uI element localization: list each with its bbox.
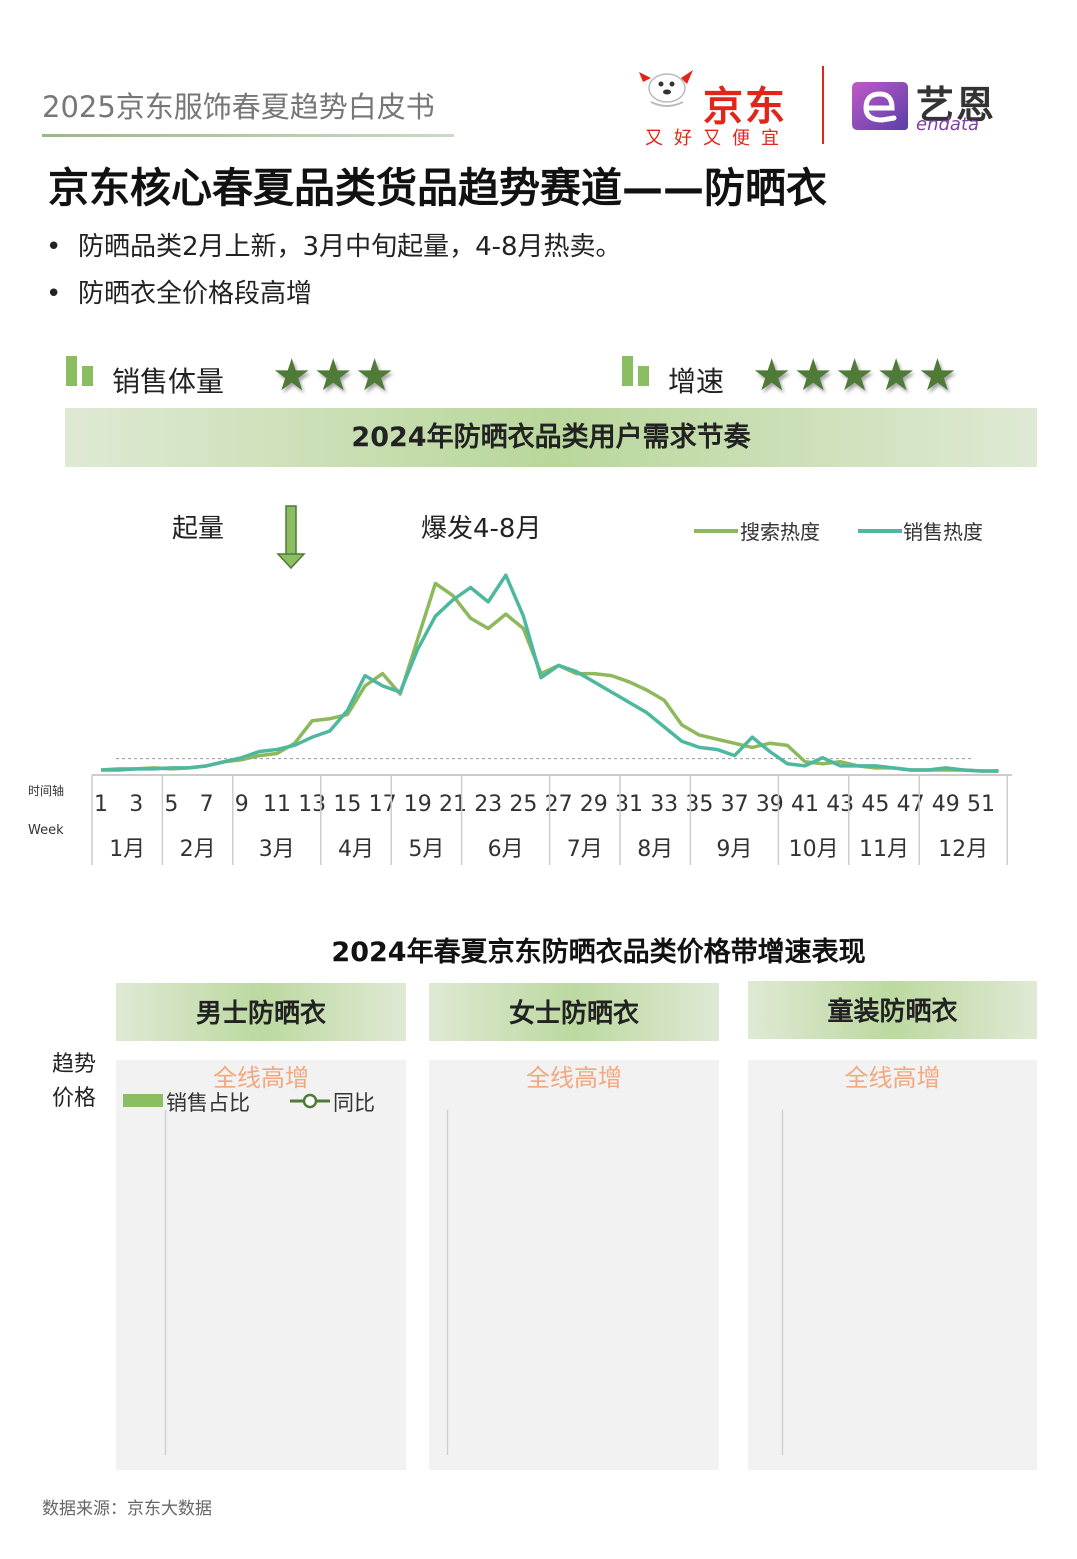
endata-logo: 艺恩 endata — [850, 74, 1000, 138]
panel-background — [429, 1060, 719, 1470]
panel-subtitle: 全线高增 — [845, 1064, 941, 1092]
month-label: 8月 — [637, 837, 673, 862]
month-label: 12月 — [938, 837, 988, 862]
trend-chart-title: 2024年防晒衣品类用户需求节奏 — [65, 408, 1037, 467]
month-label: 2月 — [180, 837, 216, 862]
legend-share-swatch — [123, 1094, 163, 1107]
week-tick-label: 49 — [932, 792, 960, 817]
panel-subtitle: 全线高增 — [213, 1064, 309, 1092]
week-tick-label: 25 — [509, 792, 537, 817]
header-title: 2025京东服饰春夏趋势白皮书 — [42, 90, 435, 124]
endata-mark-icon — [852, 82, 908, 130]
bar-chart-icon — [66, 356, 100, 386]
annotation-start: 起量 — [172, 514, 224, 544]
week-tick-label: 19 — [404, 792, 432, 817]
month-label: 10月 — [789, 837, 839, 862]
trend-chart: 起量 爆发4-8月 搜索热度 销售热度 时间轴 Week 1 3 5 7 9 11 13 15… — [28, 505, 1012, 865]
legend-yoy-marker — [302, 1093, 318, 1109]
header-rule — [42, 134, 454, 137]
sales-heat-line — [101, 573, 999, 773]
bullet-list: • 防晒品类2月上新，3月中旬起量，4-8月热卖。 • 防晒衣全价格段高增 — [46, 228, 622, 322]
logo-divider — [822, 66, 824, 144]
axis-label-price: 价格 — [52, 1086, 96, 1111]
week-tick-label: 13 — [298, 792, 326, 817]
month-label: 9月 — [716, 837, 752, 862]
legend-sales-label: 销售热度 — [903, 520, 983, 544]
week-tick-label: 45 — [861, 792, 889, 817]
week-tick-label: 35 — [685, 792, 713, 817]
search-heat-line — [100, 581, 999, 773]
week-tick-label: 3 — [129, 792, 143, 817]
week-tick-label: 47 — [897, 792, 925, 817]
panel-header — [116, 983, 406, 1041]
week-tick-label: 11 — [263, 792, 291, 817]
legend-share-label: 销售占比 — [166, 1091, 250, 1115]
bar-chart-icon — [622, 356, 656, 386]
panel-title: 男士防晒衣 — [196, 998, 326, 1029]
legend-search-label: 搜索热度 — [740, 520, 820, 544]
week-tick-label: 29 — [580, 792, 608, 817]
axis-row-label-time: 时间轴 — [28, 783, 64, 798]
week-tick-label: 7 — [200, 792, 214, 817]
page-title: 京东核心春夏品类货品趋势赛道——防晒衣 — [48, 164, 827, 212]
jd-slogan: 又好又便宜 — [645, 128, 790, 149]
panel-title: 童装防晒衣 — [827, 996, 957, 1027]
week-tick-label: 37 — [721, 792, 749, 817]
endata-cn-name: 艺恩 — [916, 83, 997, 127]
week-tick-label: 9 — [235, 792, 249, 817]
month-label: 5月 — [408, 837, 444, 862]
week-tick-label: 39 — [756, 792, 784, 817]
panel-title: 女士防晒衣 — [509, 998, 639, 1029]
rating-label: 增速 — [668, 365, 725, 398]
price-section-title: 2024年春夏京东防晒衣品类价格带增速表现 — [331, 937, 866, 968]
month-label: 1月 — [109, 837, 145, 862]
axis-label-trend: 趋势 — [52, 1052, 96, 1077]
week-tick-label: 33 — [650, 792, 678, 817]
week-tick-label: 31 — [615, 792, 643, 817]
panel-background — [748, 1060, 1037, 1470]
legend-yoy-label: 同比 — [333, 1091, 375, 1115]
star-rating: ★★★ — [272, 350, 397, 401]
week-tick-label: 17 — [369, 792, 397, 817]
annotation-peak: 爆发4-8月 — [421, 514, 541, 544]
week-tick-label: 5 — [164, 792, 178, 817]
bullet-item: • 防晒衣全价格段高增 — [46, 279, 313, 309]
bullet-item: • 防晒品类2月上新，3月中旬起量，4-8月热卖。 — [46, 232, 622, 262]
month-label: 4月 — [338, 837, 374, 862]
month-label: 6月 — [488, 837, 524, 862]
data-source: 数据来源：京东大数据 — [42, 1499, 212, 1519]
week-tick-label: 21 — [439, 792, 467, 817]
endata-latin-name: endata — [916, 114, 980, 135]
jd-brand-name: 京东 — [703, 84, 787, 130]
price-band-charts: 趋势 价格 0-5050-100100-150150-200200-300300… — [52, 981, 1037, 1470]
week-tick-label: 43 — [826, 792, 854, 817]
panel-subtitle: 全线高增 — [526, 1064, 622, 1092]
week-tick-label: 51 — [967, 792, 995, 817]
down-arrow-icon — [276, 505, 306, 570]
week-tick-label: 27 — [545, 792, 573, 817]
rating-label: 销售体量 — [112, 365, 225, 398]
month-label: 7月 — [567, 837, 603, 862]
jd-logo: 京东 又好又便宜 — [633, 64, 803, 149]
week-tick-label: 15 — [333, 792, 361, 817]
panel-background — [116, 1060, 406, 1470]
week-tick-label: 41 — [791, 792, 819, 817]
axis-row-label-week: Week — [28, 823, 64, 838]
panel-header — [748, 981, 1037, 1039]
week-tick-label: 23 — [474, 792, 502, 817]
month-label: 11月 — [859, 837, 909, 862]
star-rating: ★★★★★ — [752, 350, 960, 401]
month-label: 3月 — [259, 837, 295, 862]
bullet-text: 防晒品类2月上新，3月中旬起量，4-8月热卖。 — [78, 232, 622, 262]
jd-dog-icon — [639, 70, 693, 107]
week-tick-label: 1 — [94, 792, 108, 817]
panel-header — [429, 983, 719, 1041]
bullet-text: 防晒衣全价格段高增 — [78, 279, 313, 309]
